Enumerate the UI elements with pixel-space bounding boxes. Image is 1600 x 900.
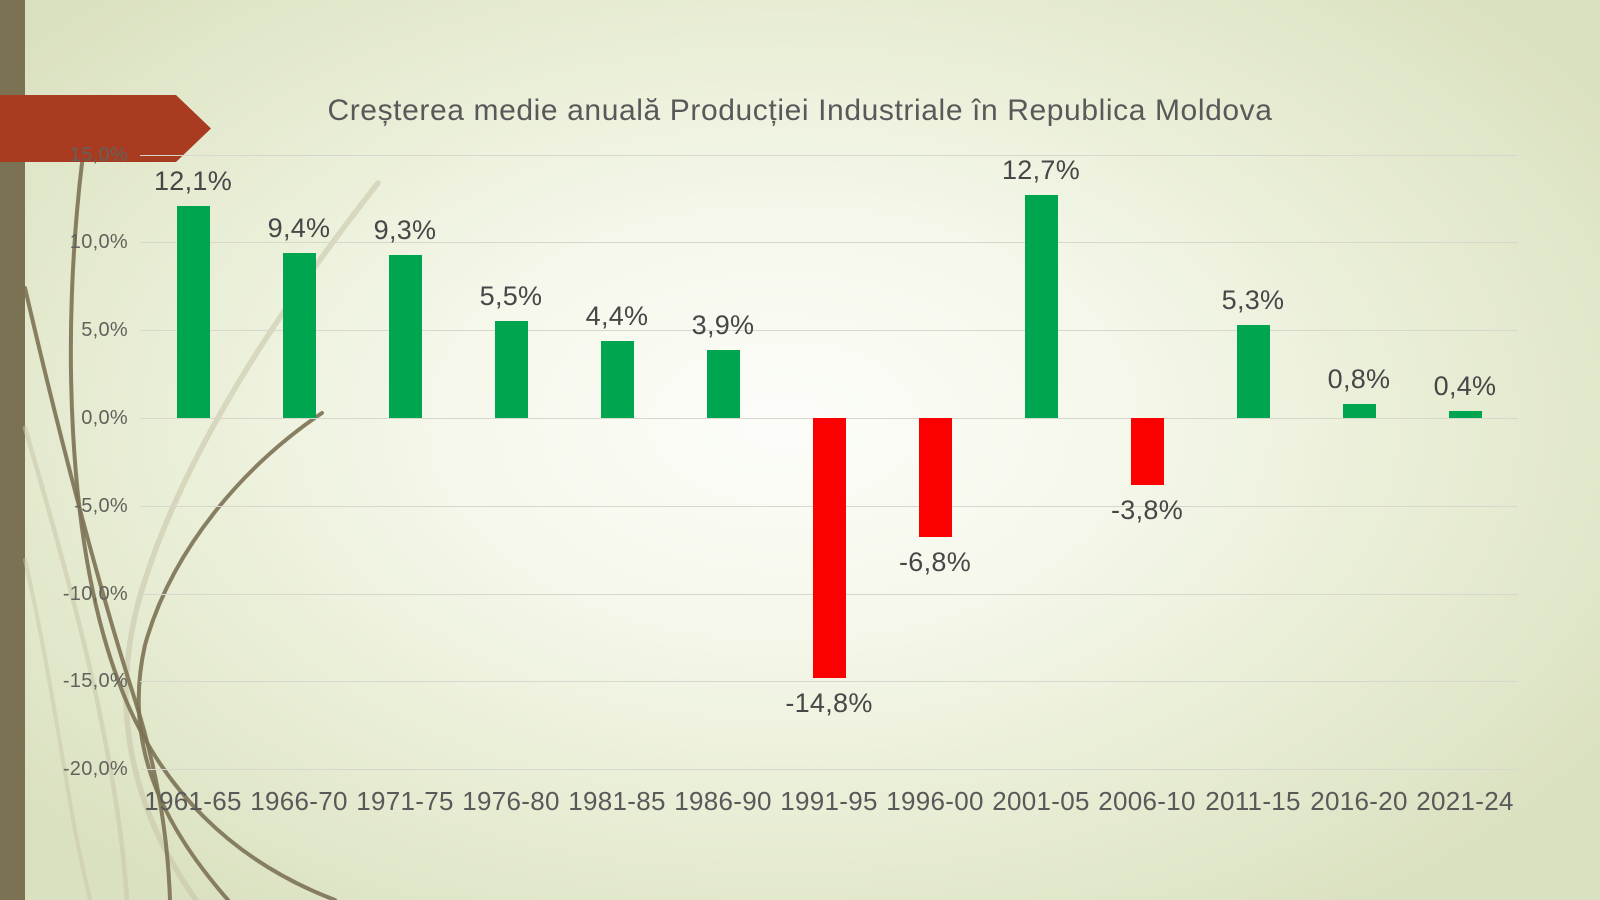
chart-title: Creșterea medie anuală Producției Indust… bbox=[327, 94, 1273, 127]
y-axis-tick-label: 5,0% bbox=[81, 319, 128, 342]
x-axis-category-label: 1976-80 bbox=[462, 786, 560, 816]
decorative-curve-dark bbox=[23, 286, 172, 900]
x-axis-category-label: 2021-24 bbox=[1416, 786, 1514, 816]
x-axis-category-label: 1961-65 bbox=[144, 786, 242, 816]
x-axis-category-label: 1991-95 bbox=[780, 786, 878, 816]
bar-value-label: 5,5% bbox=[479, 281, 543, 312]
bar bbox=[812, 418, 846, 678]
bar-value-label: 5,3% bbox=[1221, 284, 1285, 315]
bar-value-label: 0,8% bbox=[1327, 363, 1391, 394]
decorative-curve-light bbox=[23, 558, 92, 900]
bar bbox=[706, 349, 740, 418]
decorative-curve-dark bbox=[68, 161, 337, 900]
bar bbox=[1130, 418, 1164, 485]
bar-value-label: 12,1% bbox=[153, 165, 233, 196]
y-axis-tick-label: -20,0% bbox=[62, 758, 128, 781]
x-axis-category-label: 2011-15 bbox=[1205, 786, 1301, 816]
bar bbox=[176, 205, 210, 418]
x-axis-category-label: 2001-05 bbox=[992, 786, 1090, 816]
bar-value-label: 9,3% bbox=[373, 214, 437, 245]
decorative-curve-dark bbox=[136, 411, 324, 900]
bar bbox=[282, 252, 316, 418]
x-axis-category-label: 2006-10 bbox=[1098, 786, 1196, 816]
gridline bbox=[140, 769, 1518, 771]
gridline bbox=[140, 330, 1518, 332]
x-axis-category-label: 1966-70 bbox=[250, 786, 348, 816]
x-axis-category-label: 2016-20 bbox=[1310, 786, 1408, 816]
bar bbox=[1448, 410, 1482, 418]
bar-value-label: 12,7% bbox=[1001, 154, 1081, 185]
y-axis-tick-label: 0,0% bbox=[81, 407, 128, 429]
bar bbox=[918, 418, 952, 538]
bar bbox=[1342, 403, 1376, 418]
x-axis-category-label: 1971-75 bbox=[356, 786, 454, 816]
x-axis-category-label: 1981-85 bbox=[568, 786, 666, 816]
bar-value-label: 9,4% bbox=[267, 212, 331, 243]
y-axis-tick-label: -5,0% bbox=[74, 494, 128, 517]
bar bbox=[600, 340, 634, 418]
y-axis-tick-label: -10,0% bbox=[62, 582, 128, 605]
bar-value-label: -14,8% bbox=[785, 687, 873, 718]
bar bbox=[1024, 194, 1058, 418]
bar-value-label: -3,8% bbox=[1110, 494, 1184, 525]
bar-value-label: 3,9% bbox=[691, 309, 755, 340]
y-axis-tick-label: 10,0% bbox=[69, 231, 128, 254]
bar bbox=[1236, 324, 1270, 418]
bar-value-label: -6,8% bbox=[898, 547, 972, 578]
bar-value-label: 4,4% bbox=[585, 300, 649, 331]
gridline bbox=[140, 681, 1518, 683]
bar-value-label: 0,4% bbox=[1433, 370, 1497, 401]
title-arrow-banner bbox=[0, 95, 211, 162]
y-axis-tick-label: 15,0% bbox=[69, 143, 128, 166]
x-axis-category-label: 1996-00 bbox=[886, 786, 984, 816]
y-axis-tick-label: -15,0% bbox=[62, 670, 128, 693]
gridline bbox=[140, 242, 1518, 244]
x-axis-category-label: 1986-90 bbox=[674, 786, 772, 816]
bar bbox=[388, 254, 422, 418]
gridline bbox=[140, 154, 1518, 156]
bar bbox=[494, 321, 528, 418]
decorative-curve-light bbox=[22, 425, 130, 900]
